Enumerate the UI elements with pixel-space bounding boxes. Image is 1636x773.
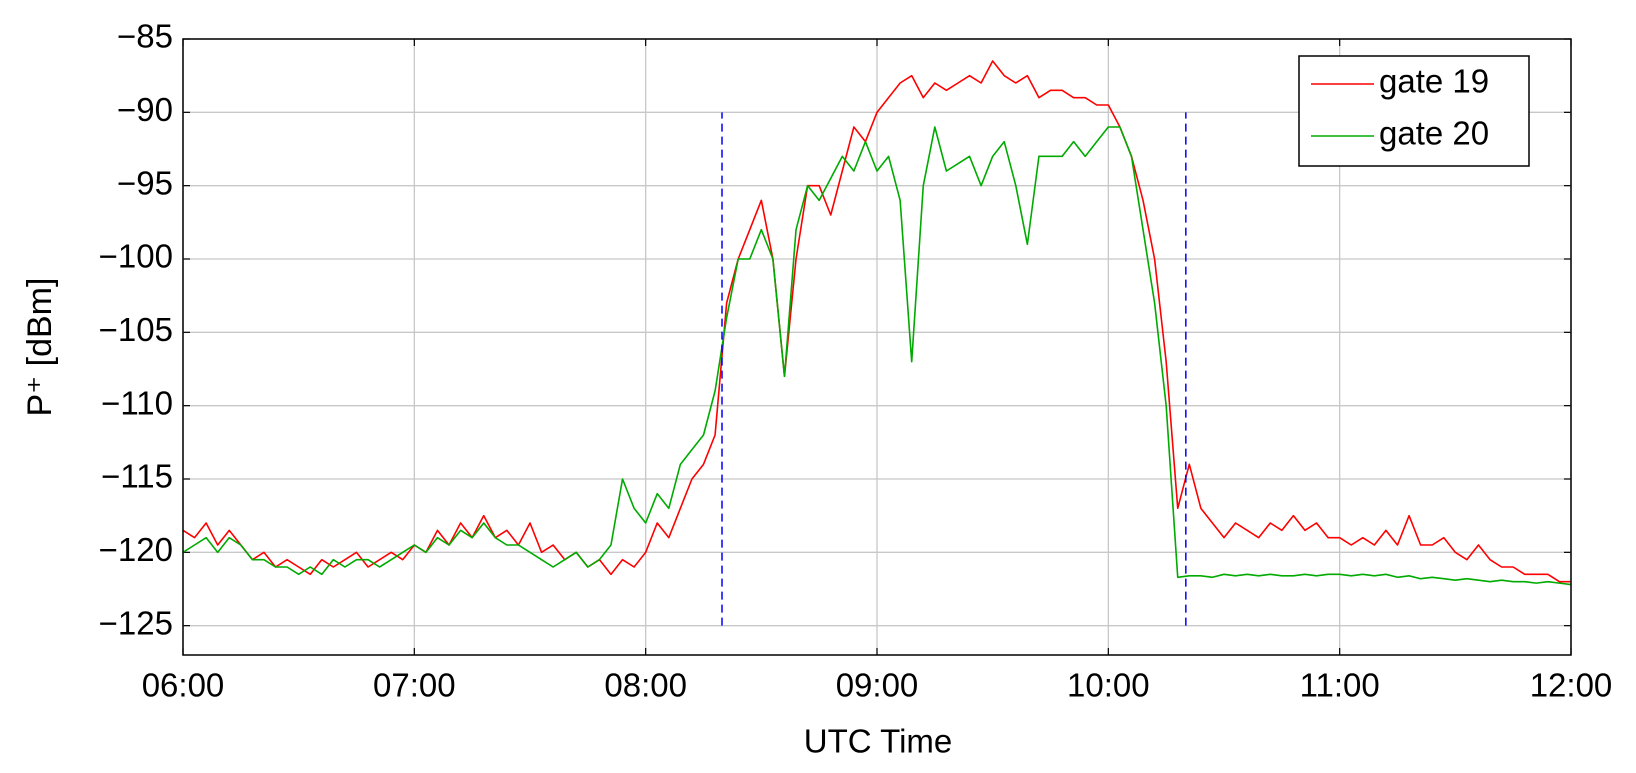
y-tick-label: −90 xyxy=(117,91,173,128)
legend-box xyxy=(1298,55,1530,167)
y-tick-label: −120 xyxy=(99,531,173,568)
y-tick-label: −95 xyxy=(117,164,173,201)
x-tick-label: 06:00 xyxy=(142,667,225,704)
x-tick-label: 08:00 xyxy=(604,667,687,704)
y-tick-label: −100 xyxy=(99,238,173,275)
x-tick-label: 11:00 xyxy=(1300,667,1380,704)
y-tick-label: −85 xyxy=(117,18,173,55)
x-tick-label: 09:00 xyxy=(836,667,919,704)
x-tick-label: 10:00 xyxy=(1067,667,1150,704)
y-tick-label: −105 xyxy=(99,311,173,348)
plot-frame xyxy=(182,38,1572,656)
x-tick-label: 12:00 xyxy=(1530,667,1613,704)
legend-label: gate 19 xyxy=(1379,63,1489,100)
y-axis-label: P⁺ [dBm] xyxy=(21,278,59,417)
legend-label: gate 20 xyxy=(1379,115,1489,152)
data-line xyxy=(182,126,1572,586)
y-tick-label: −125 xyxy=(99,604,173,641)
x-axis-label: UTC Time xyxy=(804,723,953,760)
y-tick-label: −115 xyxy=(101,458,173,495)
y-tick-label: −110 xyxy=(101,384,173,421)
legend: gate 19 gate 20 xyxy=(1298,55,1530,167)
x-tick-label: 07:00 xyxy=(373,667,456,704)
